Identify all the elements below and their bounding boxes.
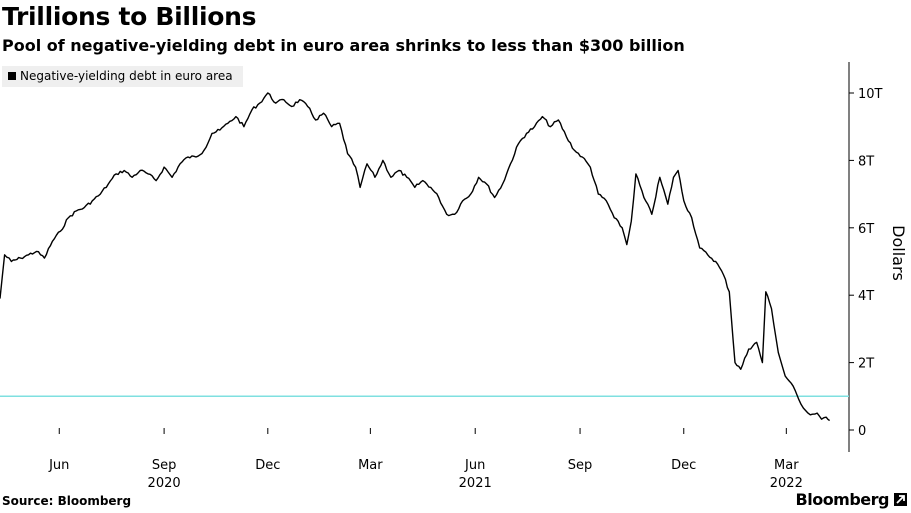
x-tick-label: Sep <box>152 458 177 473</box>
x-tick-label: Dec <box>255 458 280 473</box>
legend: Negative-yielding debt in euro area <box>2 66 243 87</box>
y-axis-title: Dollars <box>889 225 908 281</box>
y-tick-label: 10T <box>858 87 883 102</box>
series-line-negative-yielding-debt <box>0 92 831 422</box>
x-tick-label: Mar <box>774 458 799 473</box>
x-tick-label: Mar <box>358 458 383 473</box>
source-note: Source: Bloomberg <box>2 494 132 508</box>
y-tick-label: 8T <box>858 154 874 169</box>
x-tick-label: Jun <box>48 458 69 473</box>
y-tick-label: 4T <box>858 289 874 304</box>
legend-label: Negative-yielding debt in euro area <box>20 69 233 83</box>
brand-logo: Bloomberg <box>795 490 890 509</box>
y-axis-labels: 0 2T 4T 6T 8T 10T <box>858 87 883 439</box>
x-year-label: 2020 <box>148 476 181 491</box>
chart-subtitle: Pool of negative-yielding debt in euro a… <box>2 36 685 55</box>
y-tick-label: 0 <box>858 424 866 439</box>
x-axis-labels: Jun Sep Dec Mar Jun Sep Dec Mar 2020 2021 2022 <box>48 458 803 491</box>
y-tick-label: 6T <box>858 222 874 237</box>
y-tick-label: 2T <box>858 357 874 372</box>
x-year-label: 2022 <box>770 476 803 491</box>
x-tick-label: Jun <box>464 458 485 473</box>
axes <box>58 62 854 452</box>
x-tick-label: Sep <box>568 458 593 473</box>
chart-title: Trillions to Billions <box>2 2 257 31</box>
x-year-label: 2021 <box>459 476 492 491</box>
legend-swatch <box>8 72 16 80</box>
x-tick-label: Dec <box>671 458 696 473</box>
bloomberg-arrow-icon <box>894 493 907 506</box>
